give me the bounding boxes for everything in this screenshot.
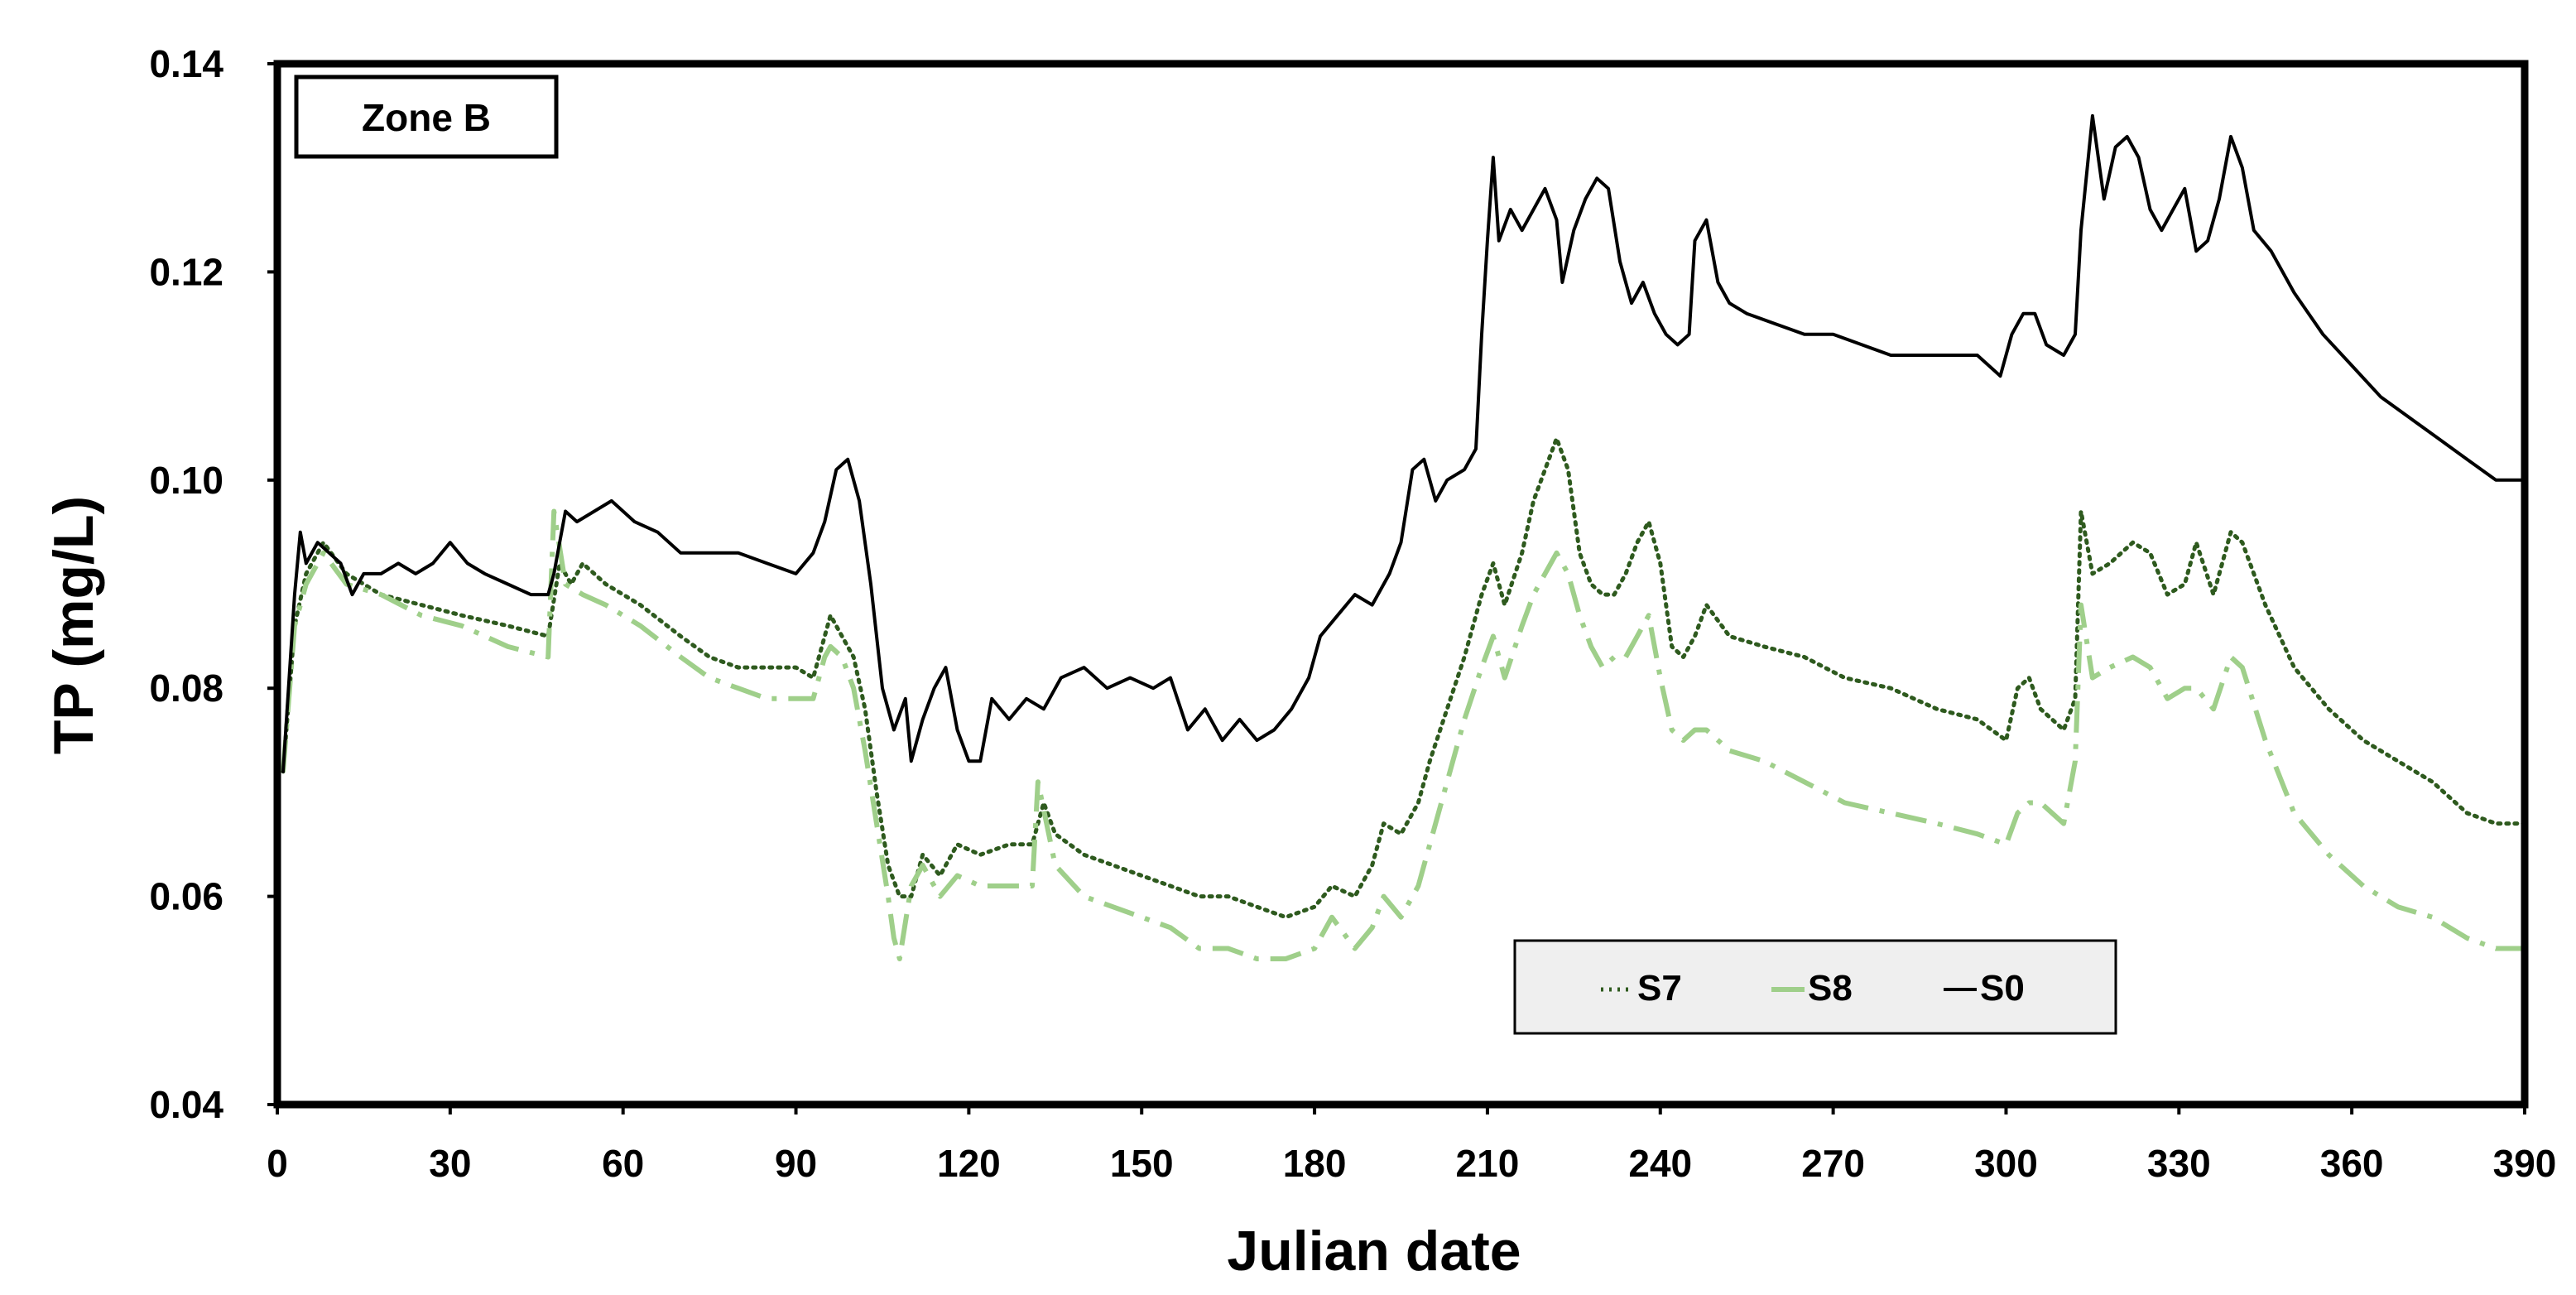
series-line-s7 — [281, 436, 2527, 920]
legend-label-s7: S7 — [1637, 968, 1682, 1009]
legend-item-s0: S0 — [1944, 968, 2025, 1009]
series-line-s0 — [281, 113, 2526, 773]
x-tick-label: 210 — [1456, 1142, 1520, 1185]
panel-label-box: Zone B — [294, 75, 559, 159]
x-tick-label: 0 — [267, 1142, 288, 1185]
legend-label-s8: S8 — [1808, 968, 1853, 1009]
legend-box — [1513, 939, 2117, 1035]
y-tick-label: 0.08 — [149, 667, 223, 710]
x-tick-label: 300 — [1974, 1142, 2038, 1185]
legend: S7 S8 S0 — [1513, 939, 2117, 1035]
x-axis-ticks: 0 30 60 90 120 150 180 210 240 270 300 330 360 390 — [267, 1105, 2556, 1185]
y-axis-title: TP (mg/L) — [42, 496, 105, 754]
y-tick-label: 0.10 — [149, 459, 223, 502]
y-tick-label: 0.04 — [149, 1083, 223, 1126]
x-tick-label: 150 — [1110, 1142, 1174, 1185]
y-axis-ticks: 0.04 0.06 0.08 0.10 0.12 0.14 — [149, 42, 277, 1126]
legend-item-s7: S7 — [1601, 968, 1682, 1009]
legend-item-s8: S8 — [1771, 968, 1853, 1009]
series-line-s8 — [281, 508, 2525, 961]
x-axis-title: Julian date — [1227, 1220, 1521, 1283]
panel-label: Zone B — [362, 96, 491, 139]
y-tick-label: 0.06 — [149, 875, 223, 918]
plot-frame — [273, 60, 2529, 1109]
x-tick-label: 240 — [1628, 1142, 1692, 1185]
x-tick-label: 30 — [429, 1142, 471, 1185]
x-tick-label: 270 — [1801, 1142, 1865, 1185]
y-tick-label: 0.14 — [149, 42, 223, 85]
legend-label-s0: S0 — [1980, 968, 2025, 1009]
x-tick-label: 330 — [2147, 1142, 2211, 1185]
x-tick-label: 360 — [2320, 1142, 2384, 1185]
x-tick-label: 180 — [1283, 1142, 1347, 1185]
x-tick-label: 120 — [937, 1142, 1001, 1185]
series-layer — [281, 113, 2527, 961]
y-tick-label: 0.12 — [149, 250, 223, 293]
x-tick-label: 390 — [2493, 1142, 2557, 1185]
x-tick-label: 90 — [775, 1142, 817, 1185]
x-tick-label: 60 — [602, 1142, 644, 1185]
